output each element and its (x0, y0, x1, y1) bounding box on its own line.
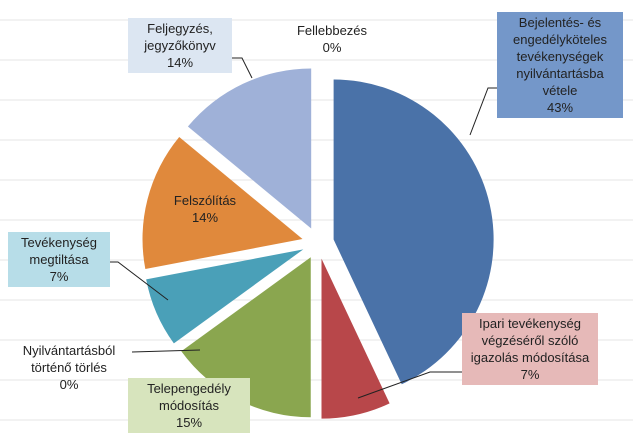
category-label: Nyilvántartásból történő törlés (22, 343, 116, 375)
percent-label: 7% (520, 367, 540, 382)
category-label: Telepengedély módosítás (147, 381, 231, 413)
category-label: Feljegyzés, jegyzőkönyv (144, 21, 216, 53)
leader-lines (110, 57, 497, 399)
pie-slice (187, 68, 312, 229)
percent-label: 15% (175, 415, 203, 430)
data-label: Feljegyzés, jegyzőkönyv 14% (128, 18, 232, 73)
category-label: Ipari tevékenység végzéséről szóló igazo… (470, 316, 590, 365)
pie-slice (146, 249, 304, 344)
data-label: Telepengedély módosítás 15% (128, 378, 250, 433)
data-label: Tevékenység megtiltása 7% (8, 232, 110, 287)
percent-label: 14% (191, 210, 219, 225)
category-label: Bejelentés- és engedélyköteles tevékenys… (513, 15, 607, 98)
data-label: Felszólítás 14% (160, 190, 250, 228)
category-label: Fellebbezés (296, 23, 368, 38)
percent-label: 7% (49, 269, 69, 284)
data-label: Ipari tevékenység végzéséről szóló igazo… (462, 313, 598, 385)
pie-slice (142, 137, 303, 270)
data-label: Nyilvántartásból történő törlés 0% (6, 340, 132, 395)
category-label: Felszólítás (173, 193, 237, 208)
pie-slice (333, 79, 494, 385)
percent-label: 0% (59, 377, 79, 392)
percent-label: 43% (546, 100, 574, 115)
pie-slice (181, 257, 311, 418)
data-label: Fellebbezés 0% (282, 20, 382, 58)
data-label: Bejelentés- és engedélyköteles tevékenys… (497, 12, 623, 118)
category-label: Tevékenység megtiltása (21, 235, 97, 267)
pie-slice (321, 258, 390, 419)
percent-label: 14% (166, 55, 194, 70)
percent-label: 0% (322, 40, 342, 55)
